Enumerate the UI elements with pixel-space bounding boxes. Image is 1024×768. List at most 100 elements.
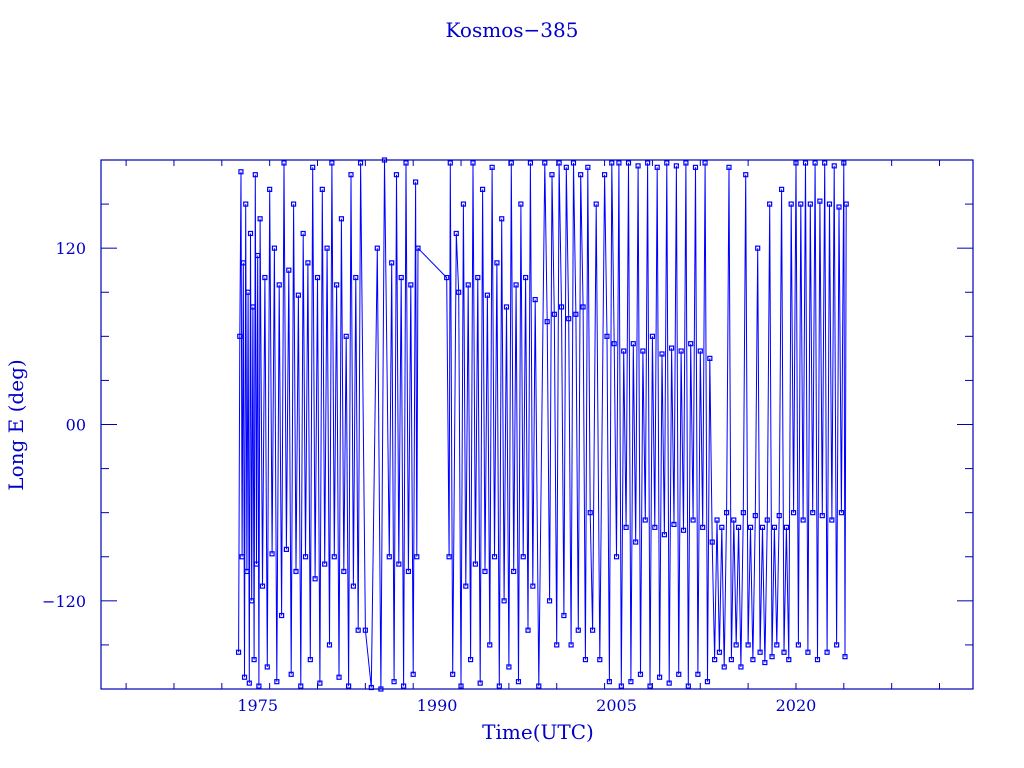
data-point: [447, 160, 453, 166]
data-point: [776, 513, 782, 519]
data-point: [262, 274, 268, 281]
data-point: [621, 348, 627, 354]
data-point: [513, 282, 519, 288]
data-point: [450, 671, 456, 677]
data-point: [245, 289, 251, 295]
data-point: [324, 245, 330, 251]
data-point: [487, 642, 493, 648]
data-point: [733, 642, 739, 648]
data-point: [738, 664, 744, 670]
data-point: [842, 654, 848, 660]
data-point: [348, 172, 354, 178]
data-point: [609, 160, 615, 166]
data-point: [259, 583, 266, 589]
data-point: [460, 201, 467, 207]
data-point: [838, 510, 845, 516]
data-point: [716, 649, 723, 655]
data-point: [334, 282, 340, 288]
data-point: [786, 657, 792, 663]
data-point: [558, 304, 565, 310]
data-point: [810, 510, 816, 516]
data-point: [692, 164, 699, 170]
data-point: [338, 216, 345, 222]
data-point: [470, 160, 476, 166]
data-point: [453, 230, 459, 237]
data-point: [288, 671, 294, 677]
data-point: [597, 657, 603, 663]
data-point: [302, 554, 309, 560]
data-point: [305, 260, 311, 266]
data-point: [790, 510, 797, 516]
data-point: [611, 341, 617, 347]
data-point: [527, 160, 534, 166]
data-point: [515, 679, 522, 685]
data-point: [712, 657, 718, 663]
data-point: [616, 160, 622, 166]
data-point: [606, 679, 612, 685]
data-point: [238, 169, 244, 175]
data-point: [800, 517, 806, 523]
data-point: [573, 311, 579, 317]
data-point: [635, 163, 641, 169]
data-point: [446, 554, 452, 560]
data-point: [601, 172, 608, 178]
x-axis-label: Time(UTC): [482, 720, 594, 744]
data-point: [745, 642, 751, 648]
data-point: [575, 627, 581, 633]
y-axis-label: Long E (deg): [4, 359, 28, 490]
data-point: [319, 186, 325, 192]
data-point: [468, 657, 474, 663]
data-point: [676, 671, 682, 677]
data-point: [237, 333, 243, 339]
data-point: [314, 274, 321, 281]
data-point: [396, 561, 402, 567]
data-point: [563, 164, 569, 170]
data-point: [391, 679, 397, 685]
y-tick-label: −120: [42, 592, 86, 611]
data-point: [570, 160, 577, 166]
tick-labels: 1975 1990 2005 2020 −120 00 120: [42, 239, 816, 715]
data-point: [401, 683, 407, 689]
data-point: [822, 160, 828, 166]
data-point: [625, 160, 632, 166]
data-point: [482, 568, 488, 575]
data-point: [747, 524, 754, 530]
data-point: [412, 179, 419, 185]
data-point: [630, 341, 636, 347]
data-point: [300, 230, 306, 237]
data-point: [257, 216, 263, 222]
data-point: [819, 513, 825, 519]
data-point: [251, 657, 257, 663]
data-point: [798, 201, 804, 207]
data-point: [774, 642, 780, 648]
data-point: [707, 355, 713, 361]
data-point: [697, 348, 703, 354]
data-point: [664, 160, 670, 166]
data-point: [755, 245, 761, 251]
data-point: [673, 163, 679, 169]
data-point: [414, 554, 420, 560]
data-point: [350, 583, 356, 589]
data-point: [532, 296, 538, 303]
data-point: [750, 657, 756, 663]
data-point: [247, 230, 254, 237]
plot-area: [235, 157, 849, 692]
data-point: [836, 204, 842, 210]
data-point: [341, 568, 347, 575]
data-point: [523, 274, 529, 281]
data-point: [346, 683, 352, 689]
data-point: [654, 164, 660, 170]
data-point: [398, 274, 404, 281]
data-point: [628, 679, 634, 685]
data-point: [544, 319, 550, 325]
data-point: [685, 683, 691, 689]
x-tick-label: 1990: [417, 696, 458, 715]
data-point: [788, 201, 794, 207]
data-point: [506, 664, 512, 670]
data-point: [530, 583, 536, 589]
data-point: [252, 172, 258, 178]
data-point: [762, 659, 768, 666]
data-point: [731, 517, 737, 523]
data-point: [683, 160, 689, 166]
data-point: [256, 683, 262, 689]
